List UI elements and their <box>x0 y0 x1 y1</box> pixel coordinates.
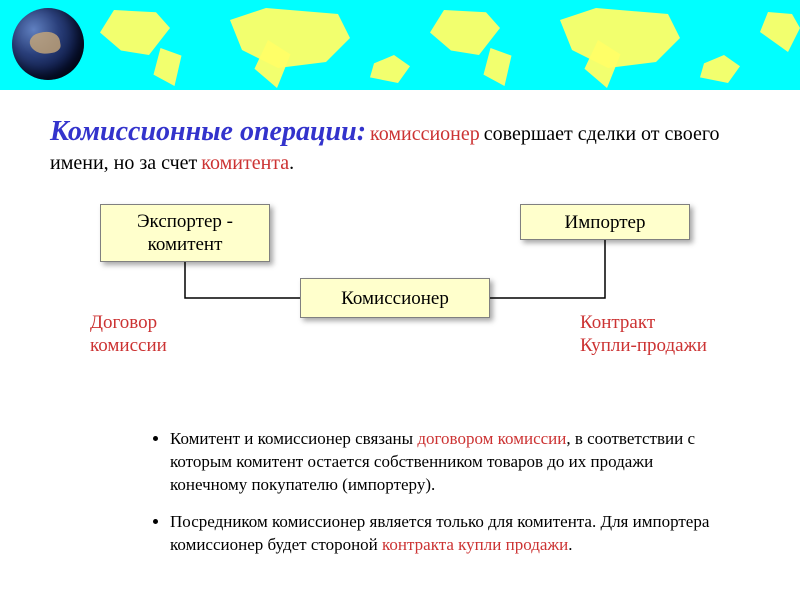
title-red2: комитента <box>201 152 289 174</box>
map-shape <box>370 55 410 83</box>
slide-title: Комиссионные операции: комиссионер совер… <box>50 114 760 176</box>
world-map-band <box>0 0 800 90</box>
edge-label: Контракт Купли-продажи <box>580 312 707 358</box>
bullet-list: Комитент и комиссионер связаны договором… <box>50 428 760 557</box>
title-red1: комиссионер <box>370 123 480 145</box>
title-main: Комиссионные операции: <box>50 116 366 147</box>
edge-label: Договор комиссии <box>90 312 167 358</box>
node-exporter: Экспортер - комитент <box>100 204 270 262</box>
map-shape <box>760 12 800 52</box>
bullet-item: Посредником комиссионер является только … <box>170 511 720 557</box>
node-importer: Импортер <box>520 204 690 240</box>
globe-icon <box>12 8 84 80</box>
map-shape <box>100 10 170 55</box>
map-shape <box>430 10 500 55</box>
map-shape <box>150 48 185 86</box>
title-period: . <box>289 152 294 174</box>
map-shape <box>480 48 515 86</box>
slide-content: Комиссионные операции: комиссионер совер… <box>0 90 800 557</box>
map-shape <box>700 55 740 83</box>
map-shape <box>560 8 680 68</box>
map-shape <box>230 8 350 68</box>
bullet-item: Комитент и комиссионер связаны договором… <box>170 428 720 497</box>
node-agent: Комиссионер <box>300 278 490 318</box>
commission-diagram: Экспортер - комитент Импортер Комиссионер Д… <box>50 204 750 404</box>
